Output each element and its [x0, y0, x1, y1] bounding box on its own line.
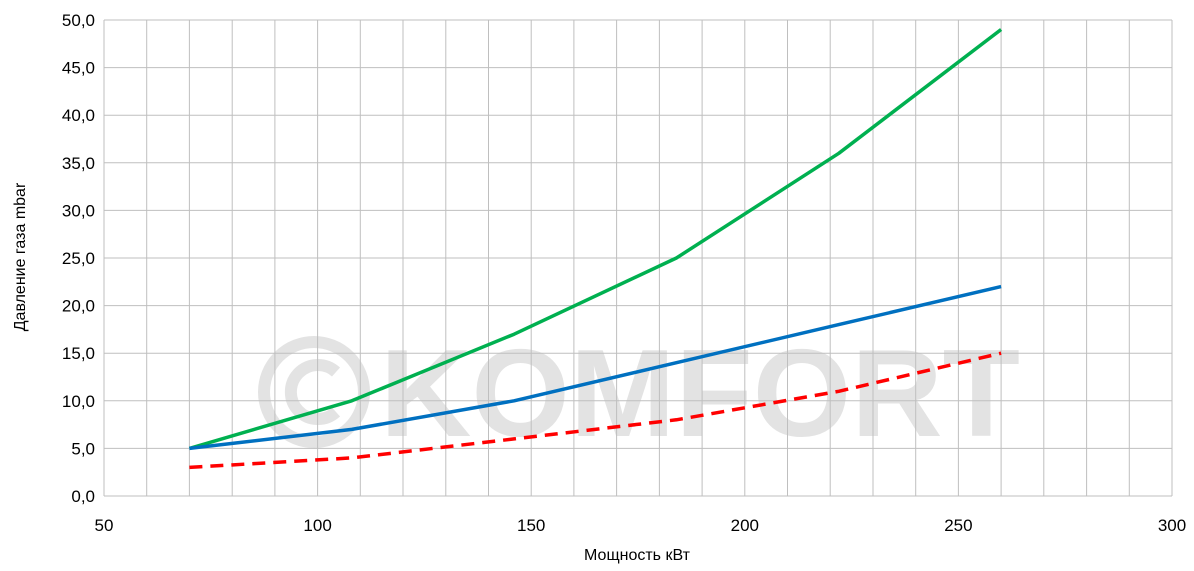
y-tick-label: 45,0	[62, 59, 95, 78]
x-tick-label: 200	[731, 516, 759, 535]
series-line-1	[188, 28, 1003, 451]
y-tick-label: 10,0	[62, 392, 95, 411]
y-tick-label: 5,0	[71, 439, 95, 458]
watermark: KOMFORT	[258, 325, 1020, 463]
watermark-text: KOMFORT	[380, 325, 1020, 463]
series-lines	[188, 28, 1003, 470]
y-tick-label: 30,0	[62, 201, 95, 220]
y-tick-label: 40,0	[62, 106, 95, 125]
y-tick-labels: 0,0 5,0 10,0 15,0 20,0 25,0 30,0 35,0 40,0 45,0 50…	[62, 11, 95, 506]
y-tick-label: 20,0	[62, 297, 95, 316]
x-axis-label: Мощность кВт	[584, 547, 691, 564]
x-tick-label: 300	[1158, 516, 1186, 535]
y-axis-label: Давление газа mbar	[12, 182, 29, 331]
series-line-2	[189, 284, 1002, 451]
y-tick-label: 50,0	[62, 11, 95, 30]
y-tick-label: 15,0	[62, 344, 95, 363]
copyright-icon	[258, 336, 370, 448]
x-tick-label: 100	[303, 516, 331, 535]
x-tick-label: 150	[517, 516, 545, 535]
x-tick-label: 250	[944, 516, 972, 535]
grid	[103, 19, 1173, 497]
y-tick-label: 35,0	[62, 154, 95, 173]
y-tick-label: 25,0	[62, 249, 95, 268]
x-tick-labels: 50 100 150 200 250 300	[95, 516, 1187, 535]
y-tick-label: 0,0	[71, 487, 95, 506]
x-tick-label: 50	[95, 516, 114, 535]
series-line-3	[189, 351, 1002, 470]
